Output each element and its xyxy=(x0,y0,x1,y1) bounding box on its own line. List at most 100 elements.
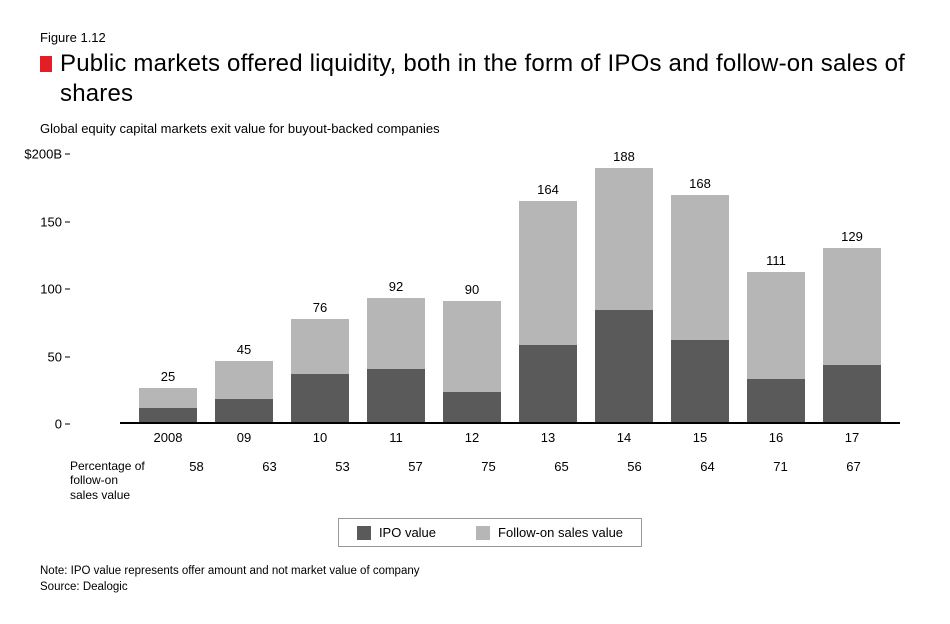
bar-segment-follow-on xyxy=(823,248,881,365)
title-marker-icon xyxy=(40,56,52,72)
chart-container: 050100150$200B 2545769290164188168111129… xyxy=(70,154,910,547)
bar-segment-follow-on xyxy=(595,168,653,310)
bar-group: 129 xyxy=(823,229,881,422)
percentage-row-label: Percentage offollow-on sales value xyxy=(70,459,150,502)
bar-group: 188 xyxy=(595,149,653,422)
figure-label: Figure 1.12 xyxy=(40,30,910,45)
bar-total-label: 25 xyxy=(161,369,175,384)
bar-segment-follow-on xyxy=(443,301,501,392)
percentage-value: 67 xyxy=(825,459,883,502)
x-axis-label: 11 xyxy=(367,430,425,445)
y-tick-label: 150 xyxy=(40,214,62,229)
y-tick-mark xyxy=(65,154,70,155)
bar-segment-ipo xyxy=(291,374,349,422)
bar-stack xyxy=(823,248,881,422)
bar-segment-ipo xyxy=(747,379,805,422)
y-tick-label: 0 xyxy=(55,417,62,432)
bar-segment-ipo xyxy=(671,340,729,422)
legend: IPO value Follow-on sales value xyxy=(338,518,642,547)
bar-total-label: 188 xyxy=(613,149,635,164)
legend-item: Follow-on sales value xyxy=(476,525,623,540)
chart-title: Public markets offered liquidity, both i… xyxy=(60,49,910,109)
bar-segment-ipo xyxy=(823,365,881,423)
x-axis-label: 15 xyxy=(671,430,729,445)
bar-total-label: 111 xyxy=(766,253,786,268)
bar-total-label: 164 xyxy=(537,182,559,197)
bar-total-label: 76 xyxy=(313,300,327,315)
title-row: Public markets offered liquidity, both i… xyxy=(40,49,910,109)
percentage-row: Percentage offollow-on sales value 58 63 5… xyxy=(70,459,910,502)
bar-stack xyxy=(671,195,729,422)
y-tick-mark xyxy=(65,221,70,222)
bar-stack xyxy=(443,301,501,423)
chart-subtitle: Global equity capital markets exit value… xyxy=(40,121,910,136)
bar-segment-ipo xyxy=(595,310,653,422)
bar-stack xyxy=(139,388,197,422)
bar-segment-ipo xyxy=(139,408,197,422)
x-axis-label: 2008 xyxy=(139,430,197,445)
bar-group: 25 xyxy=(139,369,197,422)
bar-total-label: 90 xyxy=(465,282,479,297)
x-axis-labels: 2008091011121314151617 xyxy=(120,424,900,445)
bar-total-label: 92 xyxy=(389,279,403,294)
x-axis-label: 09 xyxy=(215,430,273,445)
bar-stack xyxy=(519,201,577,422)
bar-group: 168 xyxy=(671,176,729,422)
legend-item: IPO value xyxy=(357,525,436,540)
bar-segment-ipo xyxy=(367,369,425,422)
bar-stack xyxy=(367,298,425,422)
y-tick-label: 50 xyxy=(48,349,62,364)
bar-segment-follow-on xyxy=(671,195,729,340)
bar-group: 76 xyxy=(291,300,349,422)
source-text: Source: Dealogic xyxy=(40,579,910,595)
x-axis-label: 17 xyxy=(823,430,881,445)
bar-group: 92 xyxy=(367,279,425,422)
bar-segment-ipo xyxy=(519,345,577,422)
bar-segment-follow-on xyxy=(215,361,273,399)
y-tick-label: 100 xyxy=(40,282,62,297)
percentage-value: 75 xyxy=(460,459,518,502)
bar-stack xyxy=(291,319,349,422)
y-tick-label: $200B xyxy=(24,147,62,162)
legend-label: IPO value xyxy=(379,525,436,540)
bar-group: 164 xyxy=(519,182,577,422)
legend-label: Follow-on sales value xyxy=(498,525,623,540)
y-tick-mark xyxy=(65,356,70,357)
bar-segment-ipo xyxy=(443,392,501,422)
bar-total-label: 168 xyxy=(689,176,711,191)
bar-segment-ipo xyxy=(215,399,273,422)
footnotes: Note: IPO value represents offer amount … xyxy=(40,563,910,595)
bar-segment-follow-on xyxy=(291,319,349,373)
bar-segment-follow-on xyxy=(367,298,425,369)
bar-stack xyxy=(595,168,653,422)
bar-segment-follow-on xyxy=(139,388,197,408)
bar-segment-follow-on xyxy=(519,201,577,345)
percentage-value: 53 xyxy=(314,459,372,502)
x-axis-label: 10 xyxy=(291,430,349,445)
bar-group: 90 xyxy=(443,282,501,423)
y-tick-mark xyxy=(65,289,70,290)
bar-stack xyxy=(215,361,273,422)
bar-total-label: 45 xyxy=(237,342,251,357)
bar-total-label: 129 xyxy=(841,229,863,244)
x-axis-label: 14 xyxy=(595,430,653,445)
y-axis: 050100150$200B xyxy=(70,154,120,424)
legend-swatch-icon xyxy=(476,526,490,540)
percentage-value: 58 xyxy=(168,459,226,502)
percentage-value: 63 xyxy=(241,459,299,502)
bar-group: 111 xyxy=(747,253,805,422)
bar-stack xyxy=(747,272,805,422)
bar-segment-follow-on xyxy=(747,272,805,378)
bar-group: 45 xyxy=(215,342,273,422)
percentage-value: 57 xyxy=(387,459,445,502)
percentage-value: 56 xyxy=(606,459,664,502)
percentage-values: 58635357756556647167 xyxy=(150,459,900,502)
x-axis-label: 13 xyxy=(519,430,577,445)
percentage-value: 65 xyxy=(533,459,591,502)
plot-area: 2545769290164188168111129 xyxy=(120,154,900,424)
bars-group: 2545769290164188168111129 xyxy=(120,154,900,422)
y-tick-mark xyxy=(65,424,70,425)
legend-swatch-icon xyxy=(357,526,371,540)
x-axis-label: 12 xyxy=(443,430,501,445)
percentage-value: 64 xyxy=(679,459,737,502)
